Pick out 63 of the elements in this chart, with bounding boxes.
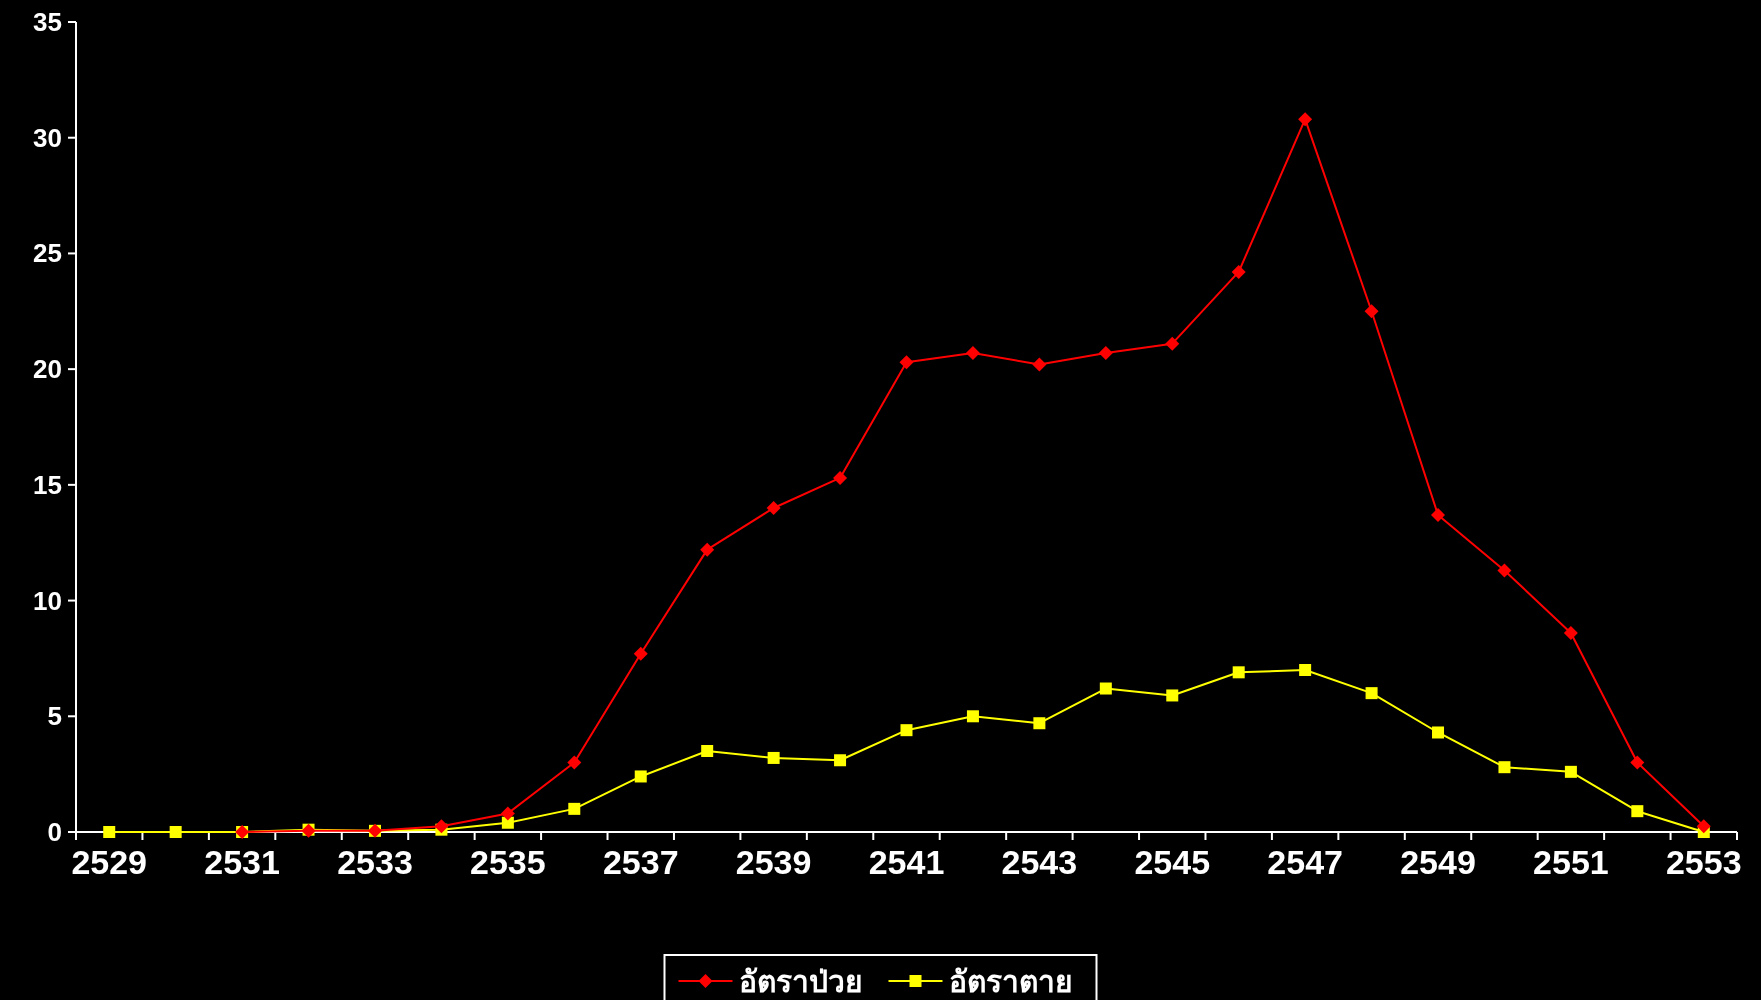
point xyxy=(1231,264,1246,279)
x-tick-label: 2533 xyxy=(337,843,413,881)
point xyxy=(1166,689,1179,702)
point xyxy=(1365,687,1378,700)
x-tick-label: 2537 xyxy=(602,843,679,881)
point xyxy=(766,501,781,515)
point xyxy=(103,826,116,838)
point xyxy=(1364,304,1379,319)
point xyxy=(434,819,449,834)
point xyxy=(1032,357,1047,372)
point xyxy=(1299,664,1312,676)
y-tick-label: 25 xyxy=(33,238,62,269)
point xyxy=(1298,112,1313,127)
point xyxy=(1099,682,1112,695)
point xyxy=(1232,666,1245,679)
legend-label: อัตราป่วย xyxy=(738,965,863,998)
point xyxy=(1497,563,1512,578)
x-tick-label: 2529 xyxy=(71,843,148,881)
y-tick-label: 0 xyxy=(47,817,62,847)
x-tick-label: 2535 xyxy=(470,843,546,881)
y-tick-label: 15 xyxy=(33,469,62,500)
point xyxy=(500,806,515,821)
point xyxy=(965,345,980,360)
point xyxy=(1564,765,1577,778)
point xyxy=(1696,819,1711,834)
x-tick-label: 2531 xyxy=(204,843,280,881)
point xyxy=(1563,625,1578,640)
x-tick-label: 2551 xyxy=(1533,843,1609,881)
point xyxy=(1630,755,1645,770)
point xyxy=(966,710,979,723)
point xyxy=(501,816,514,829)
point xyxy=(1098,345,1113,360)
point xyxy=(1431,507,1446,522)
point xyxy=(1165,336,1180,351)
point xyxy=(1033,717,1046,730)
legend-label: อัตราตาย xyxy=(948,965,1073,998)
y-tick-label: 35 xyxy=(33,7,62,37)
x-tick-label: 2539 xyxy=(735,843,812,881)
point xyxy=(634,770,647,783)
point xyxy=(1498,761,1511,774)
x-tick-label: 2541 xyxy=(868,843,945,881)
point xyxy=(700,542,715,557)
point xyxy=(567,755,582,770)
point xyxy=(899,355,914,370)
x-tick-label: 2547 xyxy=(1267,843,1343,881)
y-tick-label: 10 xyxy=(33,585,62,616)
point xyxy=(633,646,648,661)
point xyxy=(833,470,848,485)
point xyxy=(767,751,780,764)
y-tick-label: 30 xyxy=(33,122,62,153)
point xyxy=(1631,805,1644,818)
point xyxy=(1432,726,1445,739)
point xyxy=(169,826,182,838)
x-tick-label: 2543 xyxy=(1001,843,1078,881)
point xyxy=(568,802,581,815)
x-tick-label: 2553 xyxy=(1665,843,1742,881)
y-tick-label: 5 xyxy=(47,701,62,732)
x-tick-label: 2549 xyxy=(1400,843,1476,881)
point xyxy=(834,754,847,767)
point xyxy=(900,724,913,737)
y-tick-label: 20 xyxy=(33,354,62,385)
point xyxy=(701,745,714,757)
x-tick-label: 2545 xyxy=(1134,843,1211,881)
